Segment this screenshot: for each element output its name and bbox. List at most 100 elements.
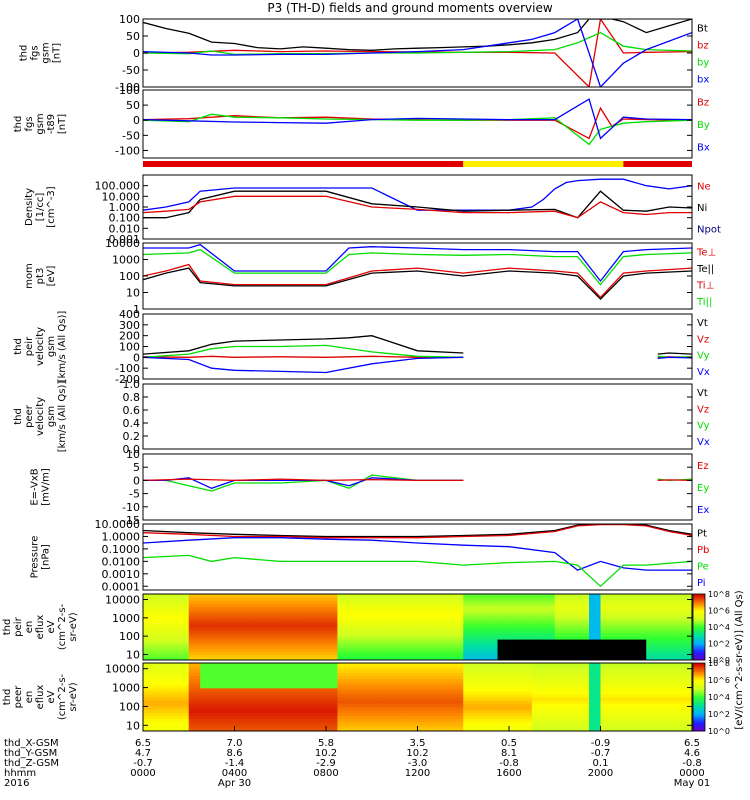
series-line-Vy — [143, 344, 464, 358]
spectrogram-cell — [200, 678, 207, 683]
spectrogram-cell — [526, 657, 533, 660]
spectrogram-cell — [474, 706, 482, 710]
legend-label: Pb — [697, 545, 709, 556]
spectrogram-cell — [183, 663, 190, 667]
spectrogram-cell — [308, 633, 316, 637]
spectrogram-cell — [629, 624, 636, 628]
spectrogram-cell — [617, 639, 624, 643]
spectrogram-cell — [503, 724, 510, 729]
spectrogram-cell — [594, 681, 602, 686]
spectrogram-cell — [583, 669, 590, 673]
spectrogram-cell — [148, 678, 156, 683]
spectrogram-cell — [297, 684, 304, 689]
spectrogram-cell — [297, 706, 304, 710]
spectrogram-cell — [674, 700, 682, 704]
panel-frame — [142, 383, 693, 450]
spectrogram-cell — [428, 642, 436, 646]
series-line-Ni — [143, 190, 692, 219]
spectrogram-cell — [423, 594, 430, 598]
spectrogram-cell — [217, 627, 224, 631]
spectrogram-cell — [400, 612, 407, 616]
spectrogram-cell — [303, 721, 310, 726]
spectrogram-cell — [308, 639, 316, 643]
spectrogram-cell — [411, 600, 419, 604]
spectrogram-cell — [600, 712, 607, 717]
spectrogram-cell — [537, 678, 544, 683]
spectrogram-cell — [651, 675, 659, 680]
spectrogram-cell — [686, 627, 692, 631]
spectrogram-cell — [417, 672, 424, 676]
spectrogram-cell — [468, 645, 476, 649]
spectrogram-cell — [320, 675, 327, 680]
spectrogram-cell — [589, 700, 596, 704]
spectrogram-cell — [651, 715, 659, 720]
spectrogram-cell — [423, 606, 430, 610]
spectrogram-cell — [205, 615, 213, 619]
spectrogram-cell — [674, 642, 682, 646]
spectrogram-cell — [423, 639, 430, 643]
spectrogram-cell — [308, 678, 316, 683]
spectrogram-cell — [400, 693, 407, 698]
spectrogram-cell — [669, 645, 676, 649]
spectrogram-cell — [491, 706, 499, 710]
spectrogram-cell — [680, 657, 687, 660]
spectrogram-cell — [188, 700, 196, 704]
spectrogram-cell — [257, 700, 264, 704]
spectrogram-cell — [600, 678, 607, 683]
spectrogram-cell — [577, 633, 584, 637]
spectrogram-cell — [571, 621, 579, 625]
spectrogram-cell — [571, 600, 579, 604]
spectrogram-cell — [520, 715, 527, 720]
spectrogram-cell — [571, 693, 579, 698]
spectrogram-cell — [183, 609, 190, 613]
spectrogram-cell — [611, 597, 619, 601]
spectrogram-cell — [343, 697, 350, 701]
spectrogram-cell — [143, 618, 150, 622]
spectrogram-cell — [257, 618, 264, 622]
spectrogram-cell — [268, 606, 276, 610]
spectrogram-cell — [497, 678, 504, 683]
spectrogram-cell — [554, 648, 562, 652]
spectrogram-cell — [549, 621, 556, 625]
spectrogram-cell — [629, 642, 636, 646]
spectrogram-cell — [623, 603, 630, 607]
spectrogram-cell — [440, 715, 447, 720]
colorbar-cell — [693, 635, 705, 638]
spectrogram-cell — [600, 687, 607, 692]
spectrogram-cell — [629, 681, 636, 686]
spectrogram-cell — [257, 724, 264, 729]
spectrogram-cell — [543, 600, 550, 604]
spectrogram-cell — [651, 709, 659, 714]
spectrogram-cell — [188, 721, 196, 726]
spectrogram-cell — [514, 709, 522, 714]
spectrogram-cell — [245, 624, 253, 628]
spectrogram-cell — [394, 612, 401, 616]
spectrogram-cell — [549, 672, 556, 676]
spectrogram-cell — [194, 618, 201, 622]
spectrogram-cell — [245, 700, 253, 704]
spectrogram-cell — [394, 693, 401, 698]
spectrogram-cell — [417, 681, 424, 686]
spectrogram-cell — [440, 612, 447, 616]
spectrogram-cell — [520, 648, 527, 652]
spectrogram-cell — [446, 612, 453, 616]
spectrogram-cell — [217, 715, 224, 720]
spectrogram-cell — [211, 724, 218, 729]
spectrogram-cell — [251, 687, 258, 692]
spectrogram-cell — [337, 678, 344, 683]
spectrogram-cell — [257, 657, 264, 660]
spectrogram-cell — [211, 709, 218, 714]
spectrogram-cell — [205, 706, 213, 710]
spectrogram-cell — [406, 600, 413, 604]
spectrogram-cell — [308, 715, 316, 720]
spectrogram-cell — [343, 603, 350, 607]
spectrogram-cell — [594, 630, 602, 634]
spectrogram-cell — [531, 642, 539, 646]
spectrogram-cell — [228, 693, 236, 698]
spectrogram-cell — [366, 669, 373, 673]
spectrogram-cell — [400, 715, 407, 720]
y-axis-label-line: -t89 — [46, 114, 57, 134]
spectrogram-cell — [428, 597, 436, 601]
colorbar-cell — [693, 708, 705, 712]
spectrogram-cell — [589, 633, 596, 637]
